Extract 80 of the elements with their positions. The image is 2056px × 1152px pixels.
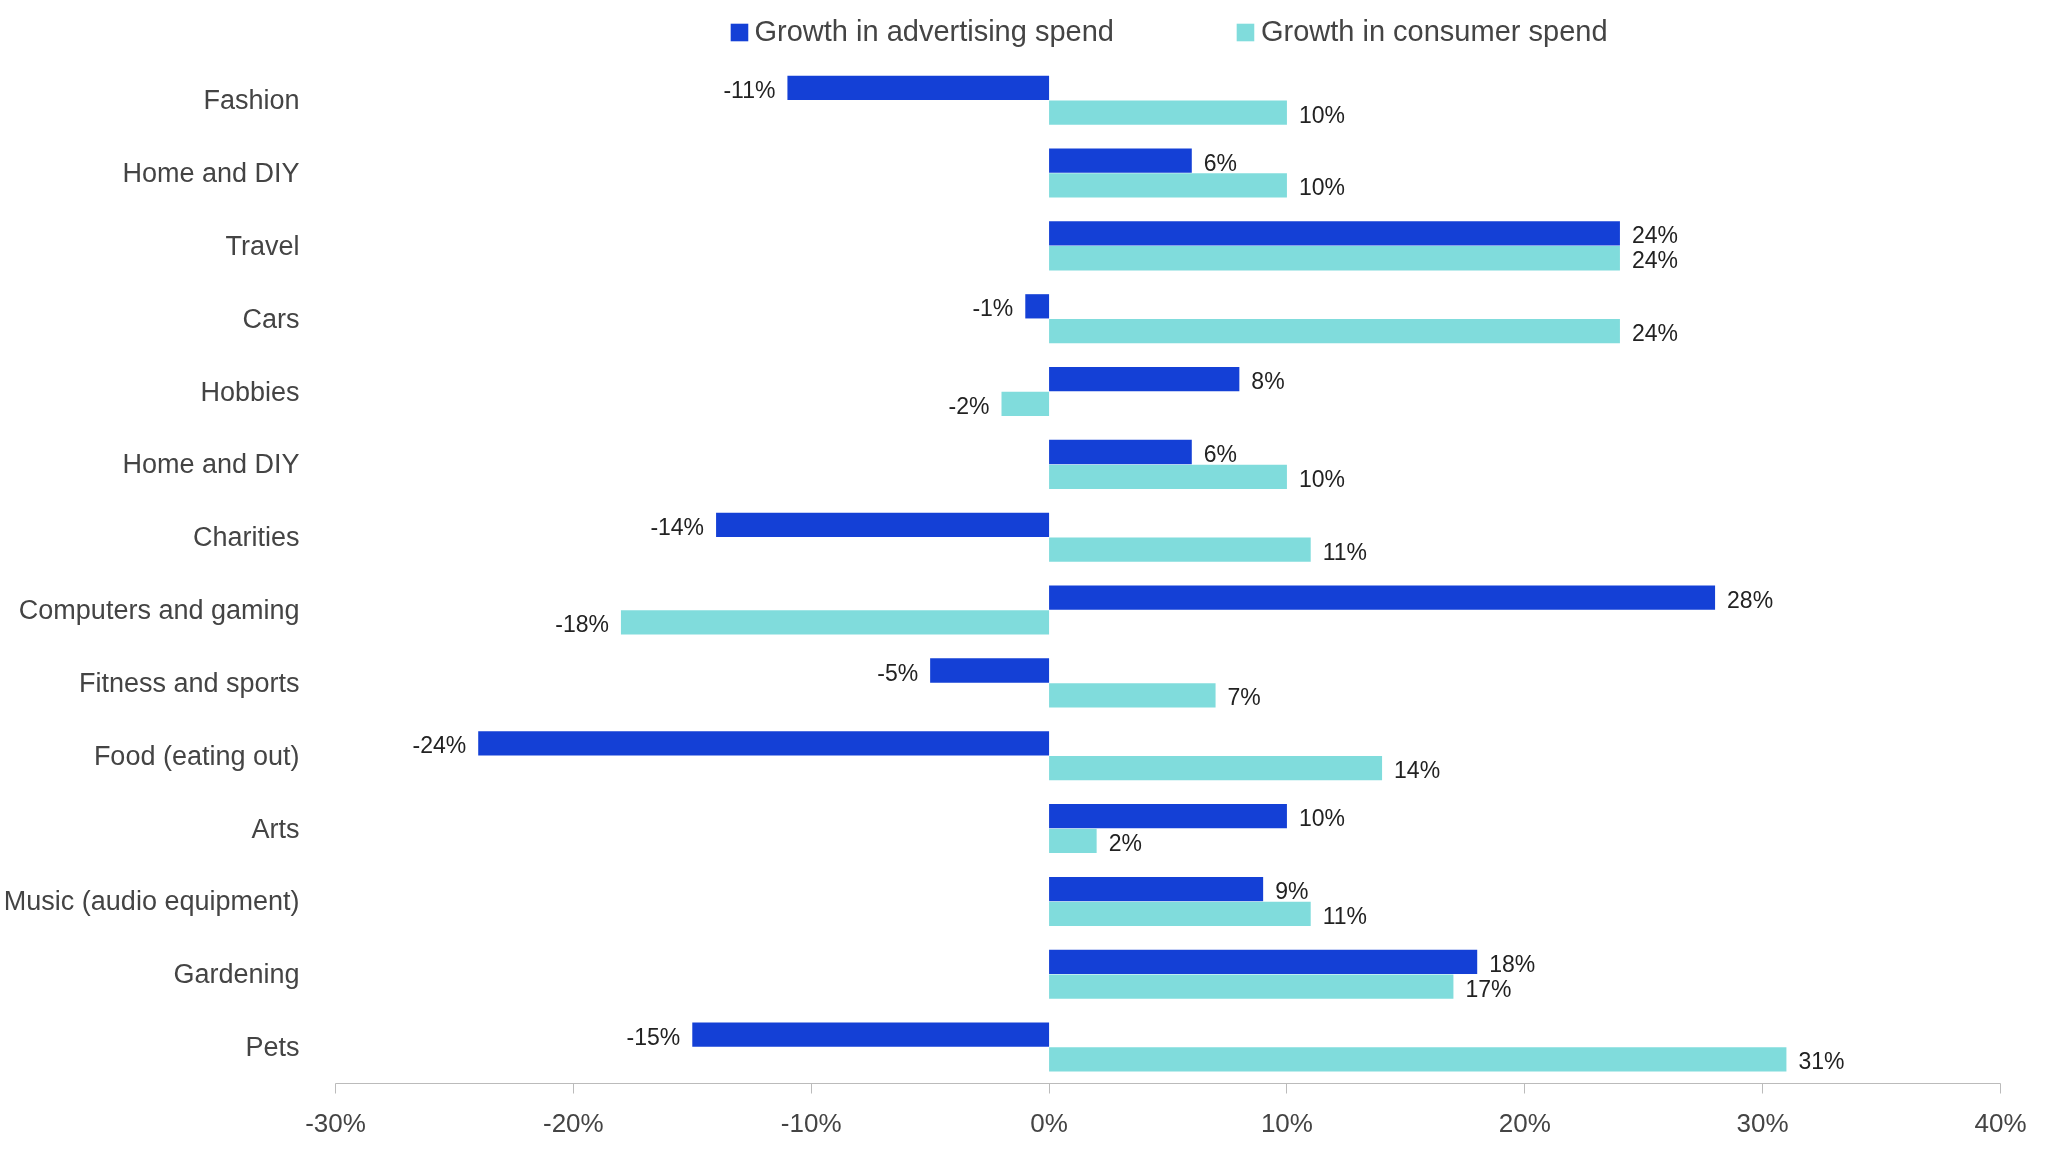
bar — [1049, 828, 1097, 854]
data-label: 11% — [1322, 902, 1368, 929]
bar — [1049, 100, 1287, 125]
bar — [1049, 901, 1311, 926]
data-label: 7% — [1227, 684, 1261, 711]
y-tick-label: Home and DIY — [122, 158, 300, 189]
x-tick-label: -30% — [305, 1107, 366, 1138]
data-label: 6% — [1203, 441, 1238, 467]
y-tick-label: Arts — [251, 813, 300, 844]
bar — [1049, 367, 1240, 392]
legend-label: Growth in advertising spend — [754, 15, 1114, 48]
data-label: 10% — [1298, 805, 1345, 832]
data-label: -18% — [555, 611, 609, 638]
data-label: 8% — [1251, 368, 1285, 395]
bar — [1049, 246, 1620, 271]
data-label: -11% — [723, 76, 776, 103]
bar — [620, 610, 1050, 635]
data-label: 2% — [1108, 829, 1142, 856]
data-label: 18% — [1489, 950, 1536, 977]
x-tick-label: -10% — [780, 1107, 842, 1138]
bar — [1049, 1047, 1787, 1072]
bar — [1049, 464, 1287, 489]
y-tick-label: Cars — [242, 303, 300, 334]
bar — [1049, 221, 1620, 246]
data-label: 10% — [1298, 101, 1345, 128]
bar — [1001, 391, 1050, 417]
data-label: 9% — [1275, 878, 1309, 905]
data-label: -1% — [972, 295, 1014, 322]
bar — [1049, 755, 1383, 781]
data-label: 24% — [1631, 320, 1678, 347]
bar — [1049, 173, 1287, 198]
data-label: 10% — [1298, 174, 1345, 201]
bar — [716, 512, 1050, 537]
bar — [1049, 974, 1454, 999]
data-label: 17% — [1465, 975, 1512, 1002]
x-tick-label: -20% — [543, 1107, 604, 1138]
bar — [1049, 949, 1478, 974]
y-tick-label: Music (audio equipment) — [3, 886, 300, 917]
bar — [1049, 439, 1192, 465]
y-tick-label: Pets — [245, 1032, 300, 1063]
bar — [1025, 294, 1050, 319]
y-tick-label: Hobbies — [200, 376, 300, 407]
x-tick-label: 0% — [1030, 1107, 1068, 1138]
y-tick-label: Fitness and sports — [78, 667, 300, 698]
bar — [1049, 537, 1311, 562]
data-label: 10% — [1298, 465, 1345, 492]
data-label: 28% — [1727, 586, 1774, 613]
bar — [1049, 804, 1287, 829]
x-tick-label: 30% — [1736, 1107, 1789, 1138]
bar — [1049, 585, 1716, 610]
x-tick-label: 20% — [1498, 1107, 1551, 1138]
bar — [930, 658, 1050, 683]
y-tick-label: Fashion — [203, 85, 300, 116]
bar — [692, 1022, 1050, 1047]
y-tick-label: Travel — [225, 230, 300, 261]
bar — [1049, 318, 1620, 344]
x-tick-label: 10% — [1260, 1107, 1313, 1138]
y-tick-label: Computers and gaming — [18, 595, 300, 626]
bar — [1049, 683, 1216, 708]
y-tick-label: Food (eating out) — [93, 740, 300, 771]
x-tick-label: 40% — [1974, 1107, 2027, 1138]
legend-label: Growth in consumer spend — [1260, 15, 1608, 48]
y-tick-label: Charities — [192, 522, 300, 553]
bar — [787, 75, 1050, 100]
data-label: -2% — [948, 392, 990, 419]
data-label: -15% — [626, 1023, 681, 1050]
y-tick-label: Gardening — [173, 959, 300, 990]
bar — [478, 731, 1050, 756]
bar — [1049, 876, 1264, 902]
data-label: 11% — [1322, 538, 1368, 565]
data-label: -24% — [412, 732, 467, 759]
data-label: 24% — [1631, 222, 1678, 249]
data-label: -5% — [877, 659, 919, 686]
data-label: 14% — [1394, 757, 1441, 784]
data-label: 6% — [1203, 149, 1238, 176]
data-label: 31% — [1798, 1048, 1845, 1075]
bar — [1049, 148, 1192, 173]
data-label: -14% — [650, 513, 705, 540]
data-label: 24% — [1631, 247, 1678, 274]
y-tick-label: Home and DIY — [122, 449, 300, 480]
